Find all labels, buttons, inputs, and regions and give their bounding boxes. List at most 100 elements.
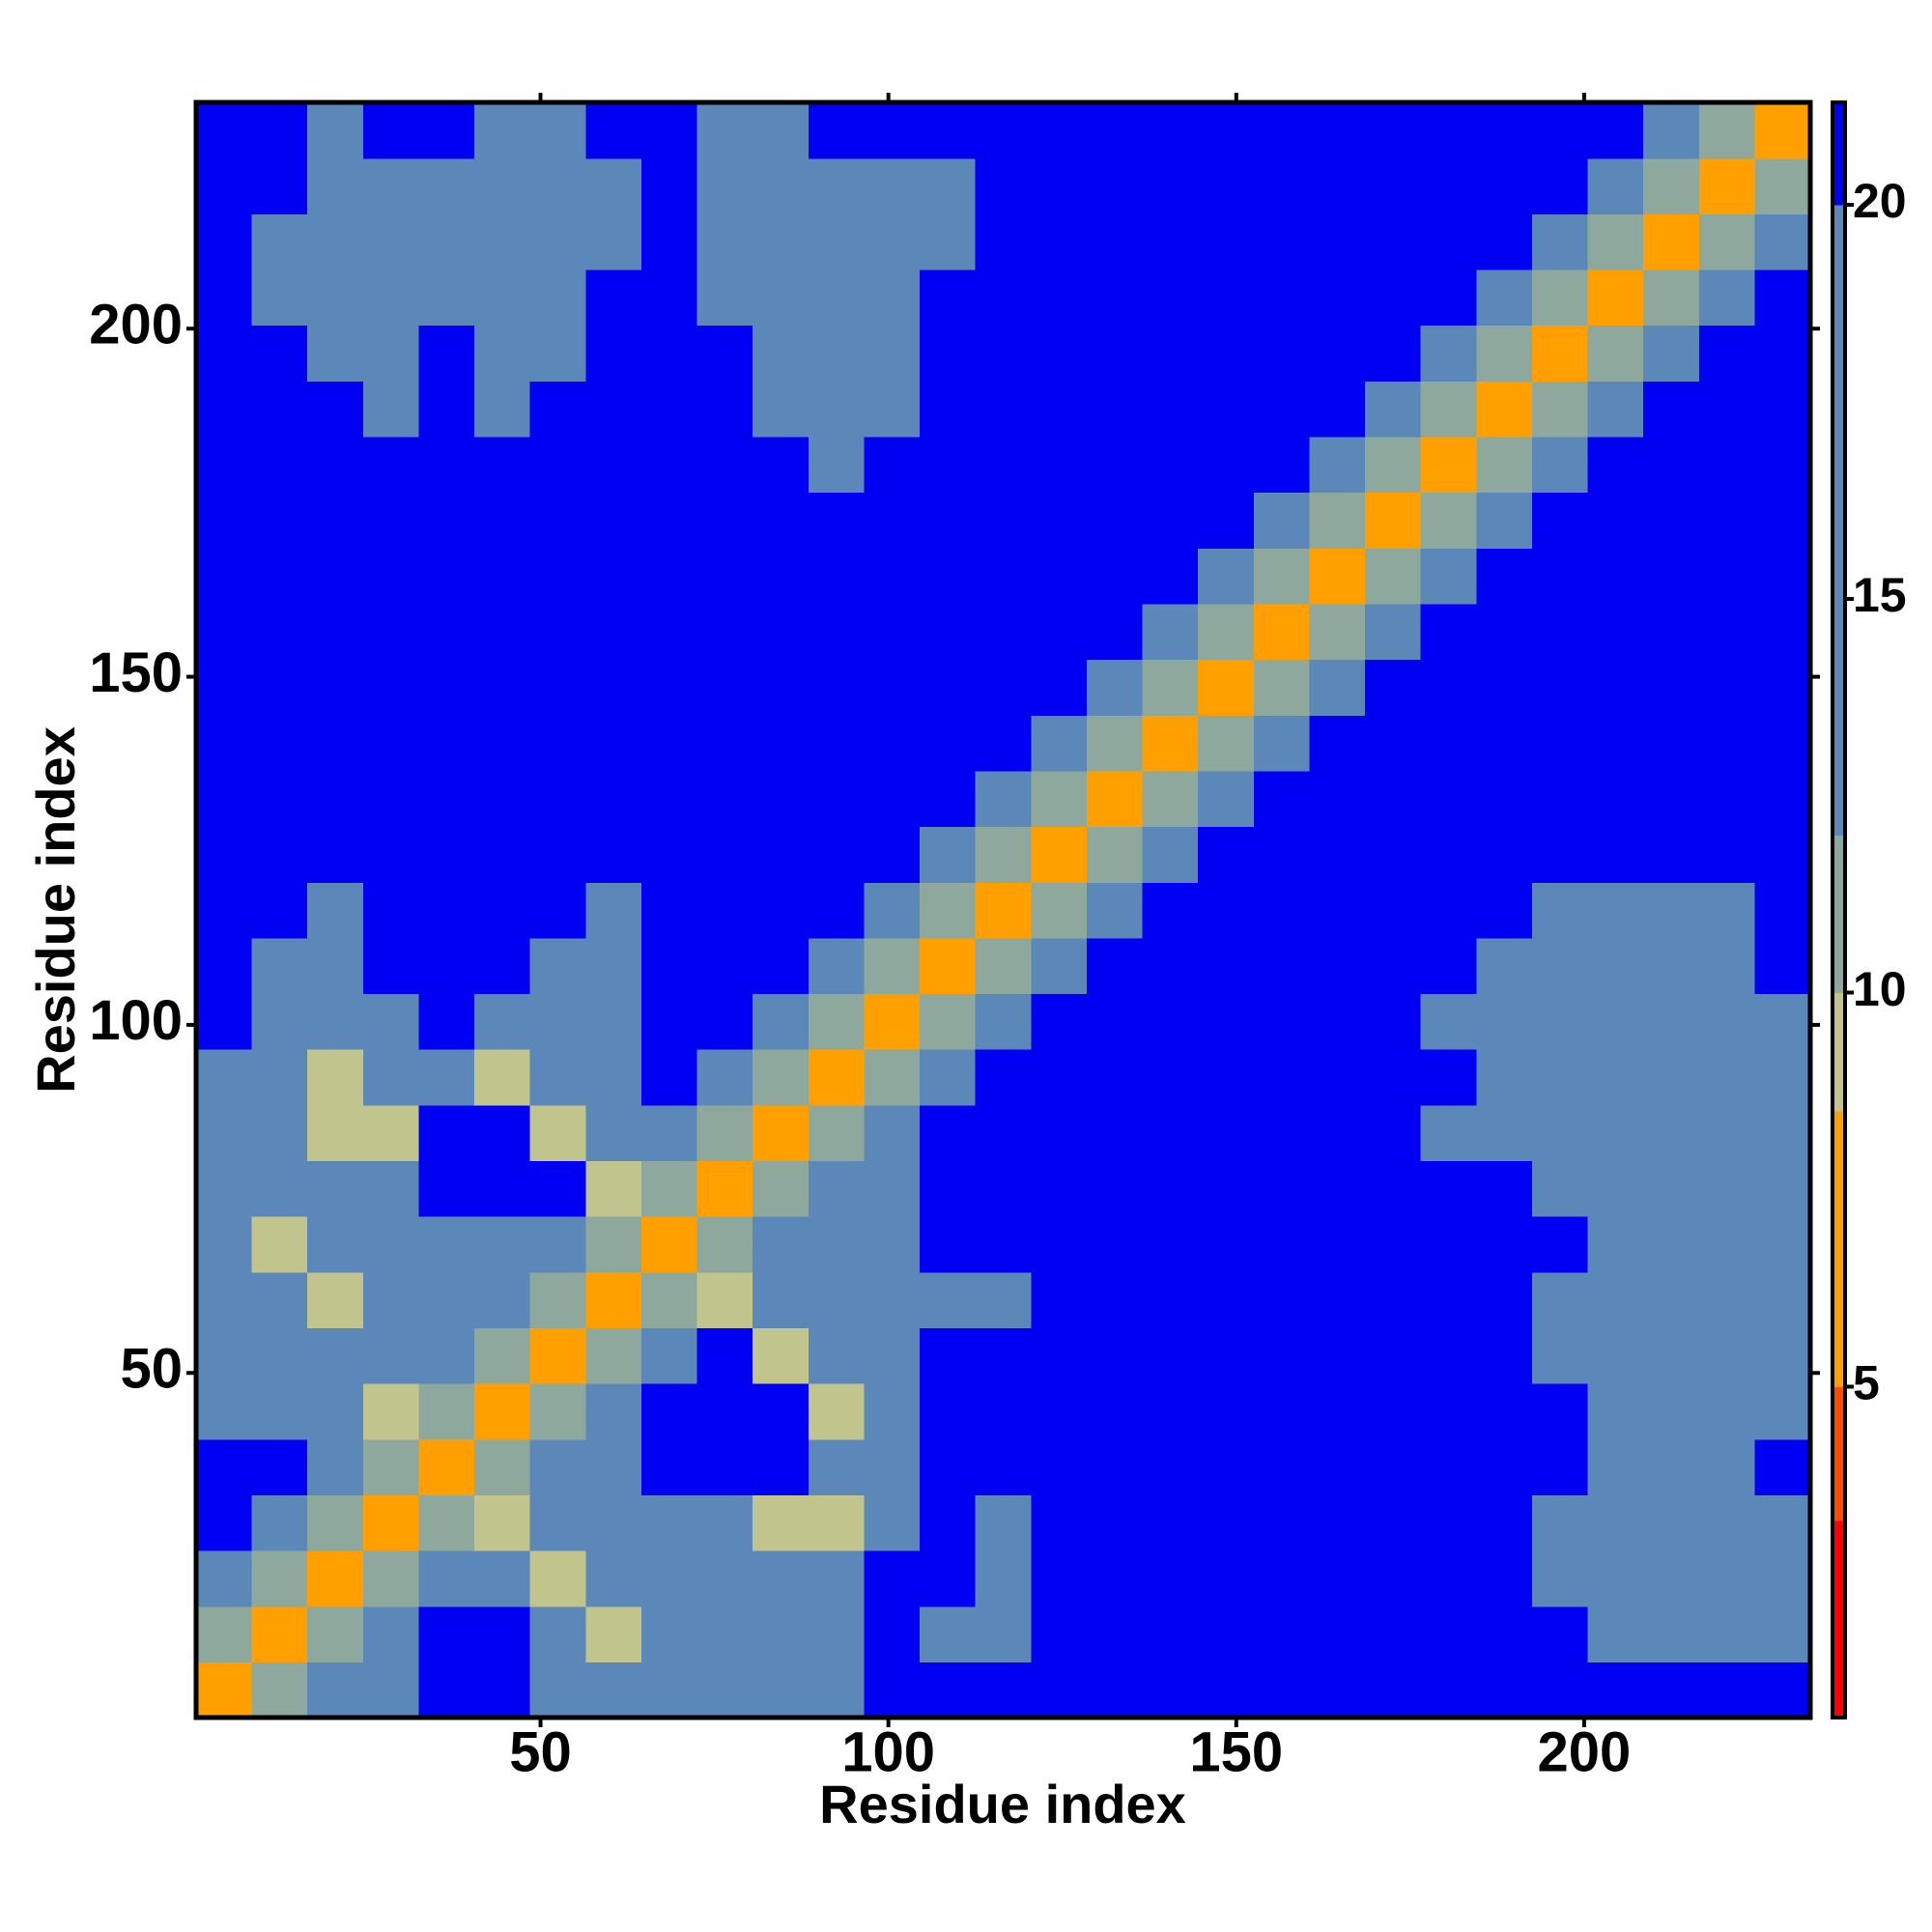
heatmap-cell (1198, 381, 1255, 438)
heatmap-cell (975, 492, 1032, 549)
heatmap-cell (1531, 381, 1589, 438)
heatmap-cell (1198, 937, 1255, 995)
heatmap-cell (418, 381, 475, 438)
heatmap-cell (307, 1327, 364, 1384)
heatmap-cell (1698, 213, 1755, 270)
heatmap-cell (418, 1662, 475, 1719)
heatmap-cell (307, 325, 364, 382)
heatmap-cell (1142, 436, 1199, 494)
heatmap-cell (975, 1438, 1032, 1495)
heatmap-cell (1587, 1494, 1644, 1551)
heatmap-cell (1086, 269, 1144, 327)
heatmap-cell (1754, 492, 1811, 549)
heatmap-cell (474, 436, 531, 494)
heatmap-cell (1754, 937, 1811, 995)
heatmap-cell (1309, 157, 1366, 214)
heatmap-cell (1142, 715, 1199, 772)
heatmap-cell (1698, 659, 1755, 716)
heatmap-cell (753, 826, 810, 883)
heatmap-cell (1420, 993, 1477, 1050)
heatmap-cell (1309, 1662, 1366, 1719)
heatmap-cell (585, 882, 642, 939)
heatmap-cell (975, 548, 1032, 605)
heatmap-cell (474, 937, 531, 995)
heatmap-cell (585, 1662, 642, 1719)
heatmap-cell (196, 269, 253, 327)
heatmap-cell (1309, 1049, 1366, 1106)
heatmap-cell (1754, 213, 1811, 270)
heatmap-cell (196, 993, 253, 1050)
heatmap-cell (864, 157, 921, 214)
heatmap-cell (1198, 1550, 1255, 1607)
heatmap-cell (1587, 269, 1644, 327)
heatmap-cell (251, 1550, 308, 1607)
heatmap-cell (808, 770, 866, 828)
heatmap-cell (1086, 548, 1144, 605)
heatmap-cell (362, 157, 420, 214)
heatmap-cell (251, 770, 308, 828)
heatmap-cell (1198, 1383, 1255, 1440)
heatmap-cell (1031, 325, 1088, 382)
heatmap-cell (1420, 1662, 1477, 1719)
heatmap-cell (362, 937, 420, 995)
heatmap-cell (362, 1049, 420, 1106)
heatmap-cell (1198, 436, 1255, 494)
heatmap-cell (1031, 157, 1088, 214)
heatmap-cell (1142, 1160, 1199, 1217)
heatmap-cell (975, 1104, 1032, 1162)
heatmap-cell (808, 937, 866, 995)
colorbar-segment (1833, 1110, 1845, 1387)
heatmap-cell (307, 937, 364, 995)
heatmap-cell (1365, 1605, 1422, 1662)
colorbar-segment (1833, 1520, 1845, 1719)
heatmap-cell (529, 715, 586, 772)
heatmap-cell (1253, 1438, 1311, 1495)
heatmap-cell (753, 993, 810, 1050)
heatmap-cell (808, 1494, 866, 1551)
heatmap-cell (196, 325, 253, 382)
heatmap-cell (1476, 1049, 1533, 1106)
heatmap-cell (1698, 1216, 1755, 1273)
heatmap-cell (808, 1104, 866, 1162)
heatmap-cell (1253, 492, 1311, 549)
heatmap-cell (307, 659, 364, 716)
heatmap-cell (474, 882, 531, 939)
heatmap-cell (585, 381, 642, 438)
heatmap-cell (1031, 1550, 1088, 1607)
heatmap-cell (1643, 381, 1700, 438)
heatmap-cell (975, 269, 1032, 327)
heatmap-cell (1309, 102, 1366, 159)
heatmap-cell (196, 1383, 253, 1440)
y-tick-label: 100 (89, 989, 183, 1052)
heatmap-cell (975, 715, 1032, 772)
heatmap-cell (251, 381, 308, 438)
heatmap-cell (585, 548, 642, 605)
heatmap-cell (529, 381, 586, 438)
heatmap-cell (1253, 1104, 1311, 1162)
heatmap-cell (585, 1383, 642, 1440)
heatmap-cell (975, 882, 1032, 939)
heatmap-cell (696, 1104, 753, 1162)
heatmap-cell (1587, 492, 1644, 549)
heatmap-cell (474, 1605, 531, 1662)
heatmap-cell (362, 325, 420, 382)
heatmap-cell (864, 102, 921, 159)
heatmap-cell (1253, 659, 1311, 716)
heatmap-cell (418, 1494, 475, 1551)
heatmap-cell (1031, 1383, 1088, 1440)
heatmap-cell (808, 1550, 866, 1607)
heatmap-cell (362, 603, 420, 661)
heatmap-cell (1587, 882, 1644, 939)
heatmap-cell (1531, 269, 1589, 327)
heatmap-cell (1531, 548, 1589, 605)
x-axis-title: Residue index (819, 1774, 1186, 1834)
heatmap-cell (1698, 1605, 1755, 1662)
heatmap-cell (1365, 1104, 1422, 1162)
heatmap-cell (362, 1160, 420, 1217)
heatmap-cell (1309, 882, 1366, 939)
heatmap-cell (864, 492, 921, 549)
heatmap-cell (1365, 1271, 1422, 1329)
heatmap-cell (196, 770, 253, 828)
heatmap-cell (975, 436, 1032, 494)
heatmap-cell (975, 659, 1032, 716)
